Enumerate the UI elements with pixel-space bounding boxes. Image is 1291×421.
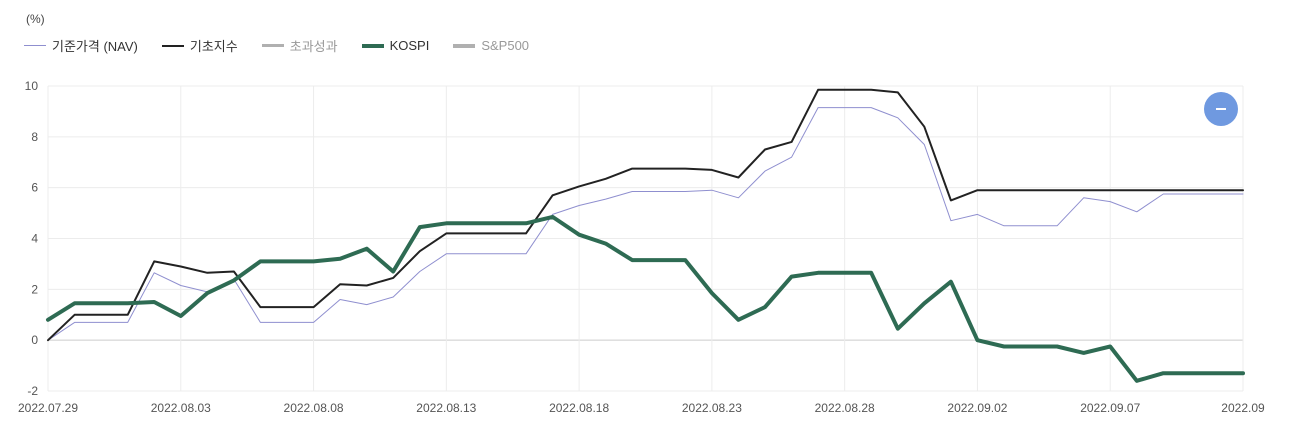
x-tick-label: 2022.07.29	[18, 401, 78, 415]
y-tick-label: 4	[31, 232, 38, 246]
x-tick-label: 2022.09.02	[947, 401, 1007, 415]
legend-label-excess-return: 초과성과	[289, 39, 338, 54]
series-line-2	[46, 214, 1245, 383]
legend-item-excess-return[interactable]: 초과성과	[261, 36, 338, 55]
y-tick-label: 8	[31, 130, 38, 144]
y-tick-label: 2	[31, 282, 38, 296]
x-tick-label: 2022.08.28	[815, 401, 875, 415]
x-tick-label: 2022.08.23	[682, 401, 742, 415]
legend-swatch-base-index	[161, 44, 184, 47]
x-tick-label: 2022.08.18	[549, 401, 609, 415]
chart-legend: 기준가격 (NAV) 기초지수 초과성과 KOSPI S&P500	[24, 36, 553, 55]
y-tick-label: 6	[31, 181, 38, 195]
legend-label-base-index: 기초지수	[189, 39, 238, 54]
collapse-button[interactable]	[1204, 92, 1238, 126]
y-tick-label: 10	[25, 79, 39, 93]
y-tick-label: 0	[31, 333, 38, 347]
legend-label-kospi: KOSPI	[389, 38, 430, 53]
legend-swatch-excess-return	[261, 44, 284, 47]
y-axis-unit-label: (%)	[26, 12, 45, 26]
y-tick-label: -2	[27, 384, 38, 398]
legend-label-nav: 기준가격 (NAV)	[52, 39, 138, 54]
legend-item-kospi[interactable]: KOSPI	[361, 38, 430, 53]
legend-item-nav[interactable]: 기준가격 (NAV)	[24, 36, 138, 55]
x-tick-label: 2022.08.08	[284, 401, 344, 415]
legend-swatch-sp500	[453, 43, 476, 48]
legend-swatch-nav	[24, 45, 46, 46]
x-tick-label: 2022.09	[1221, 401, 1265, 415]
series-line-0	[47, 107, 1244, 341]
legend-swatch-kospi	[361, 43, 384, 48]
legend-item-base-index[interactable]: 기초지수	[161, 36, 238, 55]
x-tick-label: 2022.08.13	[416, 401, 476, 415]
x-tick-label: 2022.09.07	[1080, 401, 1140, 415]
x-tick-label: 2022.08.03	[151, 401, 211, 415]
minus-icon	[1216, 108, 1226, 110]
series-line-1	[47, 88, 1244, 342]
legend-item-sp500[interactable]: S&P500	[453, 38, 529, 53]
legend-label-sp500: S&P500	[481, 38, 530, 53]
